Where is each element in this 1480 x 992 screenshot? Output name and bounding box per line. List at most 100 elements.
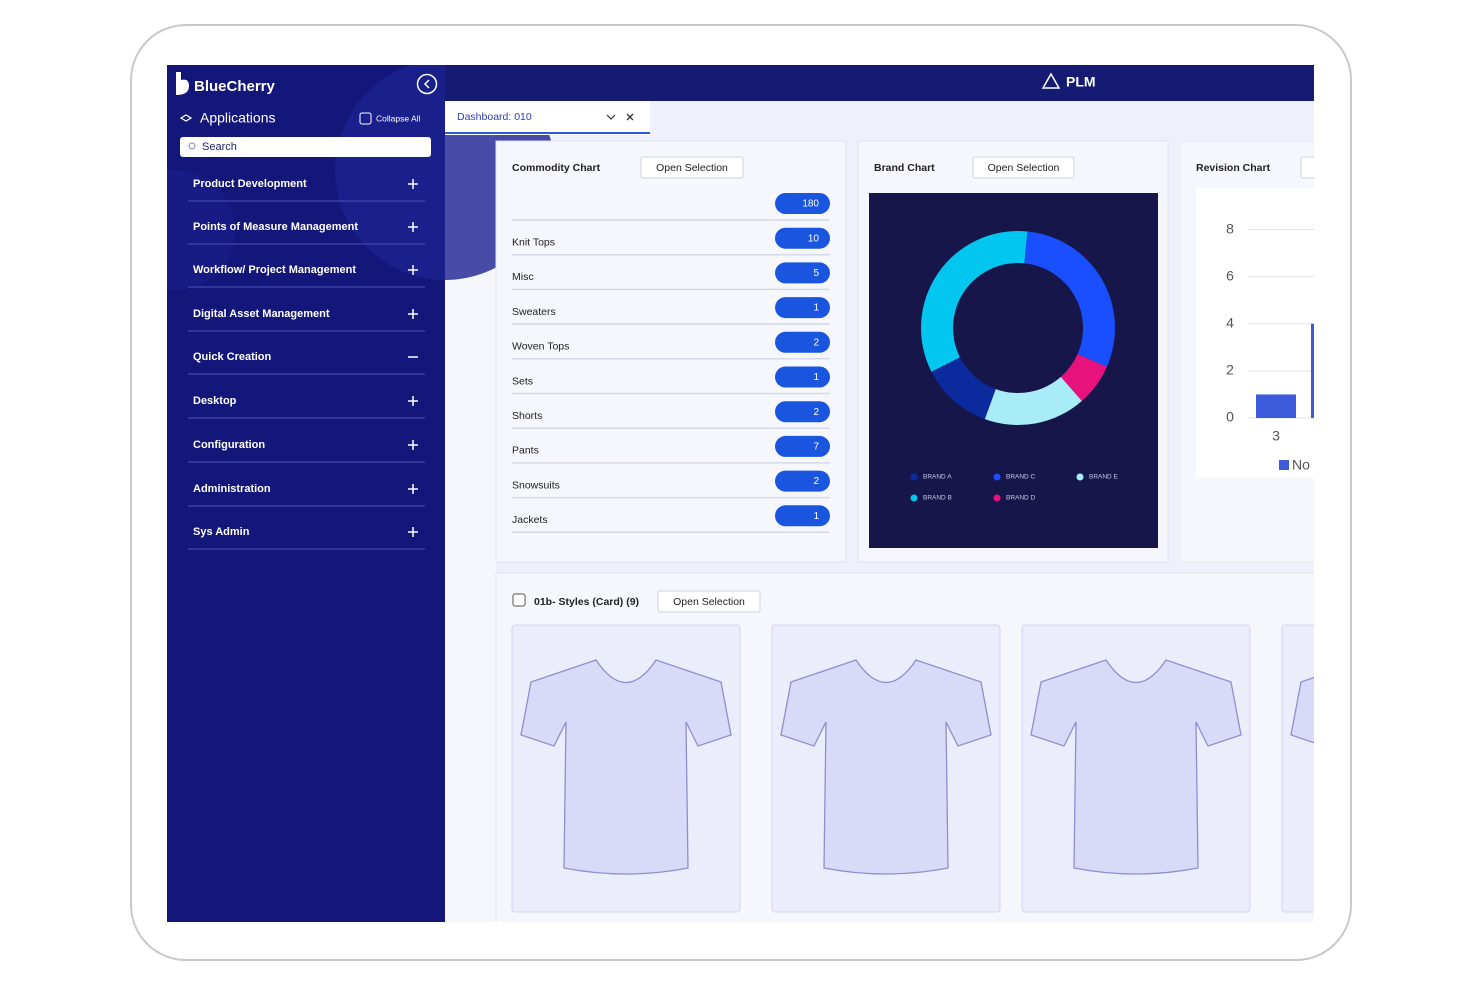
- legend-label: BRAND B: [923, 495, 952, 502]
- row-count: 5: [813, 268, 819, 279]
- search-box[interactable]: [180, 137, 431, 157]
- legend-swatch: [993, 473, 1001, 481]
- sidebar-decor: [167, 170, 235, 290]
- row-count: 7: [813, 442, 819, 453]
- collapse-sidebar-button[interactable]: [416, 73, 438, 95]
- count-pill: [775, 227, 830, 249]
- panel-title: 01b- Styles (Card) (9): [534, 596, 639, 608]
- top-bar: [445, 65, 1314, 101]
- legend-swatch: [993, 494, 1001, 502]
- section-title: Applications: [200, 110, 276, 126]
- count-pill: [775, 505, 830, 527]
- row-count: 2: [813, 476, 819, 487]
- app: BlueCherry Applications Collapse All Search…: [167, 65, 1480, 922]
- applications-icon: [179, 114, 193, 122]
- row-count: 1: [813, 372, 819, 383]
- menu-item[interactable]: Configuration: [193, 439, 265, 451]
- legend-label: BRAND C: [1006, 474, 1036, 481]
- row-count: 10: [808, 233, 820, 244]
- collapse-sidebar-icon: [423, 79, 430, 89]
- row-label: Sweaters: [512, 306, 556, 318]
- count-pill: [775, 331, 830, 353]
- chart-bg: [1196, 188, 1314, 478]
- bar: [1311, 323, 1314, 418]
- collapse-all-icon: [359, 112, 372, 125]
- button[interactable]: [1300, 156, 1361, 179]
- count-pill: [775, 366, 830, 388]
- count-pill: [775, 193, 830, 214]
- count-pill: [775, 435, 830, 457]
- row-count: 1: [813, 511, 819, 522]
- donut-slice: [1024, 231, 1115, 367]
- row-label: Snowsuits: [512, 479, 560, 491]
- panel-title: Brand Chart: [874, 162, 935, 174]
- count-pill: [775, 262, 830, 284]
- donut-slice: [931, 357, 996, 420]
- row-label: Sets: [512, 375, 533, 387]
- menu-item[interactable]: Quick Creation: [193, 351, 272, 363]
- legend-label: BRAND A: [923, 474, 952, 481]
- logo-icon: [176, 72, 189, 95]
- garment-image: [1030, 659, 1242, 875]
- y-tick-label: 2: [1226, 362, 1234, 378]
- checkbox[interactable]: [512, 593, 526, 607]
- menu-item[interactable]: Desktop: [193, 395, 237, 407]
- button-label[interactable]: Open Selection: [673, 596, 745, 608]
- donut-slice: [984, 376, 1082, 425]
- menu-item[interactable]: Product Development: [193, 178, 307, 190]
- y-tick-label: 0: [1226, 409, 1234, 425]
- row-count: 180: [802, 199, 819, 210]
- panel-title: Commodity Chart: [512, 162, 601, 174]
- button[interactable]: [640, 156, 744, 179]
- button[interactable]: [657, 590, 761, 613]
- legend-label: BRAND D: [1006, 495, 1036, 502]
- legend-label: BRAND E: [1089, 474, 1119, 481]
- legend-label: No: [1292, 457, 1310, 473]
- tab-close: [626, 113, 634, 121]
- legend-swatch: [910, 473, 918, 481]
- legend-swatch: [1279, 460, 1289, 470]
- y-tick-label: 8: [1226, 220, 1234, 236]
- menu-item[interactable]: Workflow/ Project Management: [193, 264, 356, 276]
- count-pill: [775, 470, 830, 492]
- tab-label: Dashboard: 010: [457, 111, 532, 123]
- button-label[interactable]: Open Selection: [988, 162, 1060, 174]
- style-card[interactable]: [1281, 624, 1480, 913]
- garment-image: [520, 659, 732, 875]
- y-tick-label: 4: [1226, 314, 1234, 330]
- menu-item[interactable]: Points of Measure Management: [193, 221, 358, 233]
- x-tick-label: 3: [1272, 428, 1280, 444]
- bar: [1256, 394, 1296, 418]
- legend-swatch: [910, 494, 918, 502]
- donut-slice: [921, 231, 1028, 372]
- button-label[interactable]: Open Selection: [656, 162, 728, 174]
- menu-item[interactable]: Digital Asset Management: [193, 308, 330, 320]
- garment-image: [1290, 676, 1314, 744]
- revision-clip: Revision Chart 0 2 4 6 8 3 No: [1180, 141, 1361, 562]
- garment-image: [780, 659, 992, 875]
- search-placeholder: Search: [202, 141, 237, 153]
- search-icon: [188, 142, 196, 150]
- menu-item[interactable]: Sys Admin: [193, 526, 250, 538]
- header-title: PLM: [1066, 74, 1096, 90]
- row-label: Pants: [512, 445, 539, 457]
- collapse-all[interactable]: Collapse All: [376, 113, 421, 123]
- count-pill: [775, 297, 830, 319]
- y-tick-label: 6: [1226, 267, 1234, 283]
- row-count: 2: [813, 407, 819, 418]
- plm-icon: [1041, 72, 1061, 89]
- row-label: Misc: [512, 271, 534, 283]
- tab[interactable]: [445, 101, 650, 135]
- row-label: Knit Tops: [512, 236, 555, 248]
- row-label: Jackets: [512, 514, 548, 526]
- row-label: Woven Tops: [512, 341, 569, 353]
- tab-dropdown: [606, 114, 616, 120]
- legend-swatch: [1076, 473, 1084, 481]
- menu-item[interactable]: Administration: [193, 483, 271, 495]
- count-pill: [775, 401, 830, 423]
- button[interactable]: [972, 156, 1075, 179]
- row-label: Shorts: [512, 410, 542, 422]
- row-count: 2: [813, 337, 819, 348]
